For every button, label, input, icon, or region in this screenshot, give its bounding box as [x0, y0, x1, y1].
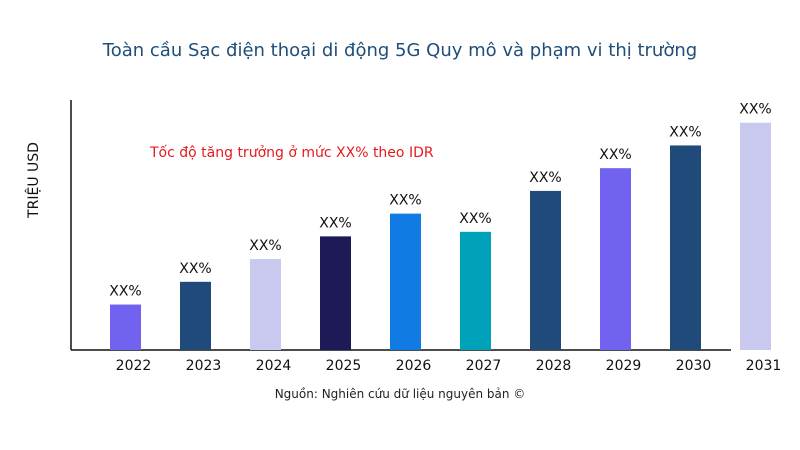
x-tick-label-2023: 2023	[186, 358, 222, 374]
bar-2028	[530, 190, 561, 350]
data-label-2027: XX%	[459, 211, 491, 227]
x-tick-label-2029: 2029	[606, 358, 642, 374]
bar-2031	[740, 122, 771, 351]
chart-title: Toàn cầu Sạc điện thoại di động 5G Quy m…	[102, 40, 698, 61]
x-tick-label-2031: 2031	[746, 358, 782, 374]
data-label-2028: XX%	[529, 170, 561, 186]
bar-2026	[390, 213, 421, 350]
x-tick-label-2027: 2027	[466, 358, 502, 374]
x-tick-label-2026: 2026	[396, 358, 432, 374]
x-tick-label-2025: 2025	[326, 358, 362, 374]
data-label-2026: XX%	[389, 193, 421, 209]
bar-2029	[600, 168, 631, 350]
bar-2022	[110, 304, 141, 350]
growth-annotation: Tốc độ tăng trưởng ở mức XX% theo IDR	[150, 145, 434, 161]
data-label-2031: XX%	[739, 102, 771, 118]
bar-2025	[320, 236, 351, 350]
data-label-2023: XX%	[179, 261, 211, 277]
x-tick-label-2028: 2028	[536, 358, 572, 374]
source-note: Nguồn: Nghiên cứu dữ liệu nguyên bản ©	[274, 387, 526, 401]
x-tick-label-2022: 2022	[116, 358, 152, 374]
data-label-2025: XX%	[319, 215, 351, 231]
data-label-2029: XX%	[599, 147, 631, 163]
bar-2024	[250, 259, 281, 350]
bar-2023	[180, 281, 211, 350]
bar-2030	[670, 145, 701, 350]
data-label-2022: XX%	[109, 284, 141, 300]
data-label-2030: XX%	[669, 124, 701, 140]
x-tick-label-2030: 2030	[676, 358, 712, 374]
data-label-2024: XX%	[249, 238, 281, 254]
x-tick-label-2024: 2024	[256, 358, 292, 374]
bar-2027	[460, 231, 491, 350]
